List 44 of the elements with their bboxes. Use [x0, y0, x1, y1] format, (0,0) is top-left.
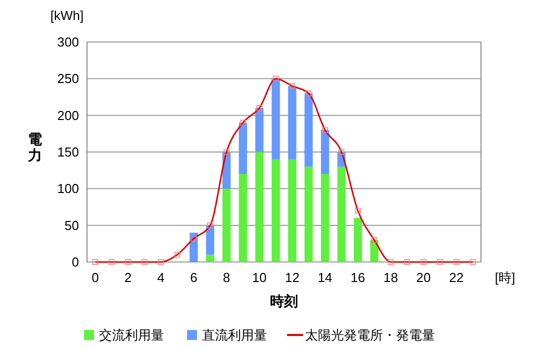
legend-label: 太陽光発電所・発電量 [305, 328, 435, 343]
bar [320, 174, 330, 262]
y-tick-label: 150 [57, 144, 79, 160]
bar [288, 159, 296, 262]
x-tick-label: 14 [318, 270, 332, 285]
y-axis-title: 電力 [27, 131, 42, 163]
legend-label: 交流利用量 [99, 328, 164, 343]
y-tick-label: 300 [57, 34, 79, 50]
x-tick-label: 2 [124, 270, 132, 285]
bar [320, 130, 330, 174]
y-tick-label: 200 [57, 108, 79, 123]
bar [255, 152, 264, 262]
bar [255, 108, 264, 152]
bar [337, 166, 346, 262]
x-tick-label: 10 [252, 270, 267, 285]
y-tick-label: 50 [64, 218, 79, 233]
bar [354, 218, 362, 262]
bar [288, 86, 296, 160]
text: [kWh] [50, 8, 84, 23]
bar [238, 122, 248, 174]
x-tick-label: 0 [92, 270, 99, 285]
y-tick-label: 100 [57, 181, 79, 196]
x-tick-label: 18 [383, 270, 398, 285]
bar [272, 159, 280, 262]
x-tick-label: 8 [222, 270, 230, 285]
bar [222, 188, 231, 262]
x-tick-label: 12 [284, 270, 300, 285]
bar [304, 93, 313, 167]
bar [238, 174, 248, 262]
bar [206, 225, 214, 255]
bar [370, 240, 378, 262]
x-axis-title: 時刻 [270, 293, 298, 309]
y-tick-label: 0 [72, 254, 79, 270]
bar [206, 254, 214, 262]
bar [272, 78, 280, 160]
x-tick-label: 22 [449, 270, 464, 285]
x-tick-label: 20 [416, 270, 431, 285]
legend-label: 直流利用量 [202, 328, 267, 343]
x-tick-label: 6 [190, 270, 198, 285]
bar [304, 166, 313, 262]
x-tick-label: 4 [157, 270, 164, 285]
x-tick-label: 16 [350, 270, 366, 285]
y-tick-label: 250 [57, 71, 79, 86]
text: [時] [494, 270, 516, 285]
